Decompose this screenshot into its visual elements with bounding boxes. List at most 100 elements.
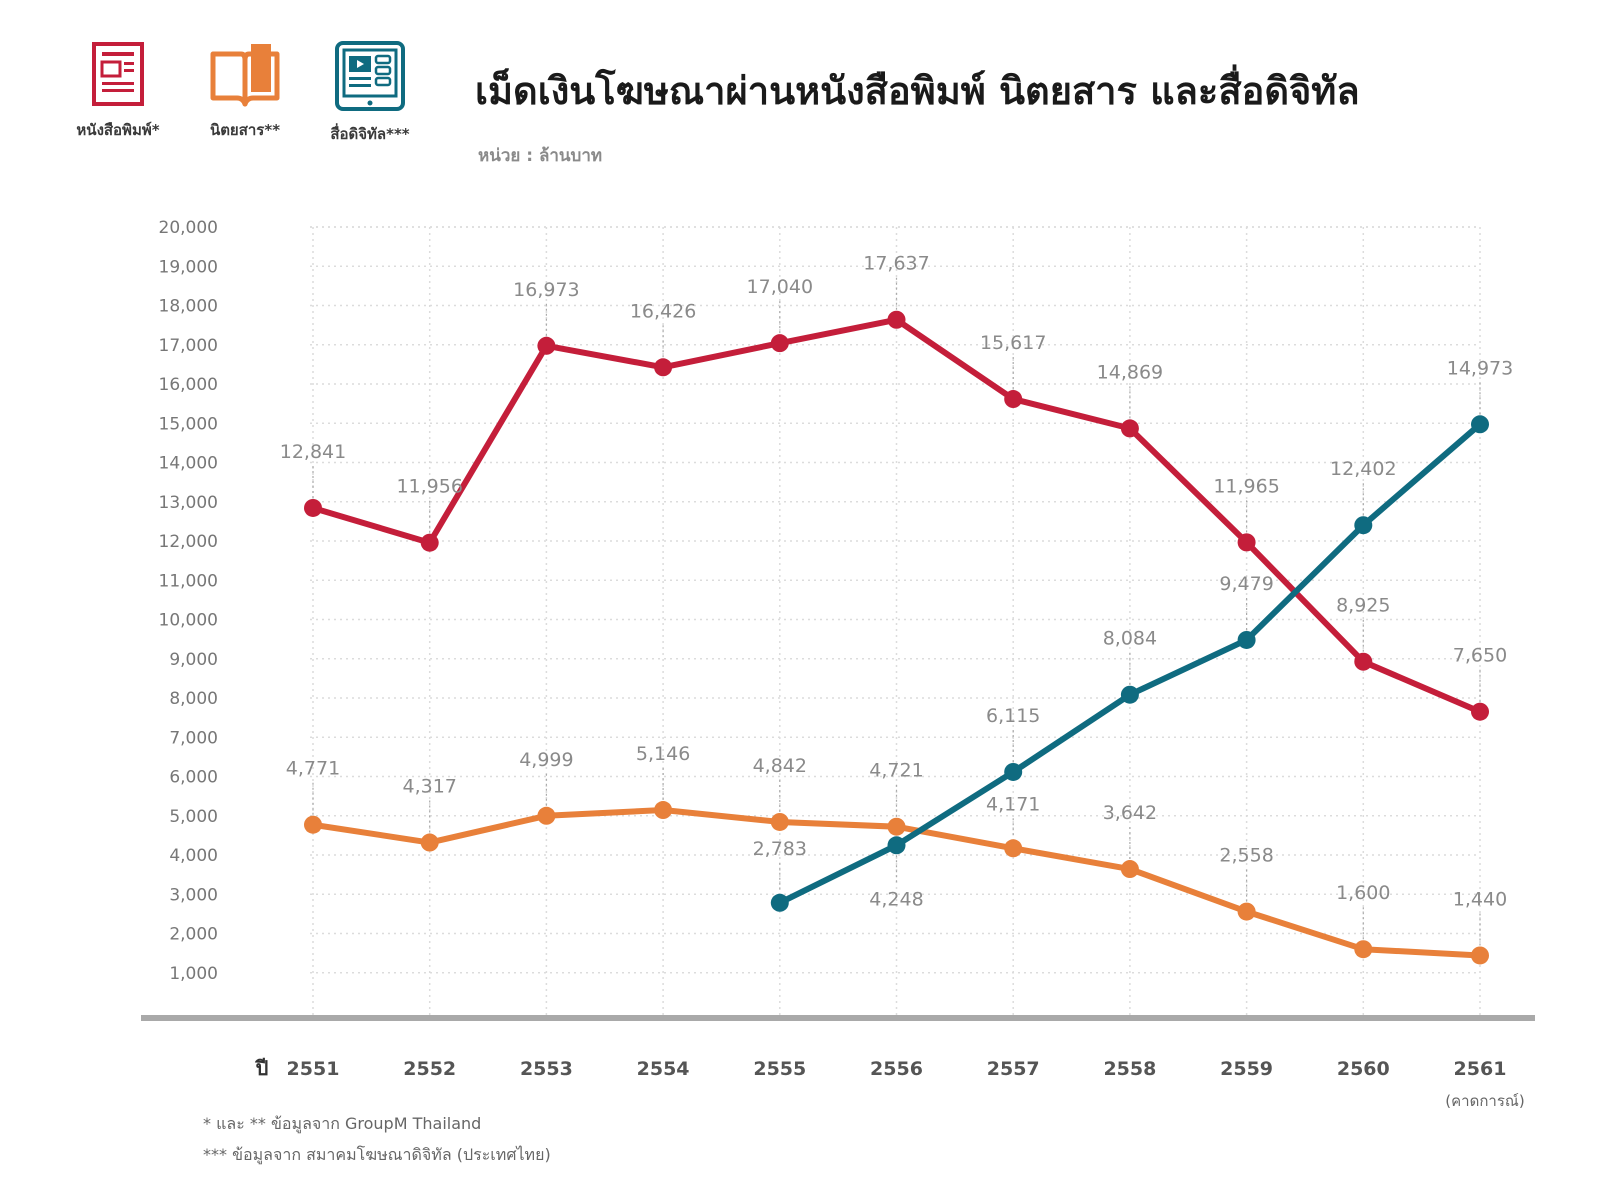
data-label: 9,479 (1219, 573, 1273, 595)
data-point (887, 817, 906, 836)
data-label: 16,973 (513, 279, 579, 301)
data-label: 3,642 (1103, 802, 1157, 824)
legend-label-digital: สื่อดิจิทัล*** (330, 125, 410, 143)
data-label: 14,869 (1097, 361, 1163, 383)
data-point (420, 533, 439, 552)
data-point (1471, 415, 1489, 434)
y-tick-label: 7,000 (169, 728, 218, 748)
y-tick-label: 16,000 (159, 375, 218, 395)
data-label: 6,115 (986, 705, 1040, 727)
y-tick-label: 8,000 (169, 689, 218, 709)
y-tick-label: 1,000 (169, 964, 218, 984)
data-point (1237, 902, 1256, 921)
y-tick-label: 5,000 (169, 807, 218, 827)
data-point (537, 336, 556, 355)
footnote-daat: *** ข้อมูลจาก สมาคมโฆษณาดิจิทัล (ประเทศไ… (203, 1145, 551, 1164)
data-point (1237, 630, 1256, 649)
data-label: 4,317 (402, 776, 456, 798)
data-label: 4,771 (286, 758, 340, 780)
digital-media-icon (335, 41, 405, 111)
data-point (1004, 390, 1023, 409)
data-point (1354, 940, 1373, 959)
magazine-icon (210, 44, 280, 107)
x-axis-label: ปี (254, 1056, 268, 1080)
data-point (1004, 762, 1023, 781)
page-title: เม็ดเงินโฆษณาผ่านหนังสือพิมพ์ นิตยสาร แล… (475, 69, 1360, 113)
y-tick-label: 9,000 (169, 650, 218, 670)
y-tick-label: 6,000 (169, 768, 218, 788)
data-label: 8,925 (1336, 595, 1390, 617)
data-label: 11,956 (396, 476, 462, 498)
y-tick-label: 3,000 (169, 885, 218, 905)
legend-item-magazine: นิตยสาร** (185, 40, 305, 142)
x-tick-label: 2558 (1103, 1058, 1156, 1080)
y-axis-ticks: 1,000 2,000 3,000 4,000 5,000 6,000 7,000 8,000… (159, 218, 218, 984)
data-point (1354, 516, 1373, 535)
data-point (1354, 652, 1373, 671)
y-tick-label: 20,000 (159, 218, 218, 238)
data-label: 4,248 (869, 888, 923, 910)
data-point (887, 836, 906, 855)
y-tick-label: 13,000 (159, 493, 218, 513)
data-point (304, 498, 322, 517)
data-label: 5,146 (636, 743, 690, 765)
data-point (1471, 702, 1489, 721)
data-label: 4,999 (519, 749, 573, 771)
data-label: 2,558 (1219, 845, 1273, 867)
y-tick-label: 12,000 (159, 532, 218, 552)
legend-label-newspaper: หนังสือพิมพ์* (76, 121, 160, 139)
data-label: 17,040 (747, 276, 813, 298)
data-point (1120, 860, 1139, 879)
legend-item-digital: สื่อดิจิทัล*** (310, 40, 430, 146)
legend-item-newspaper: หนังสือพิมพ์* (58, 40, 178, 142)
y-tick-label: 4,000 (169, 846, 218, 866)
data-point (420, 833, 439, 852)
data-label: 4,842 (753, 755, 807, 777)
x-axis-ticks: 2551 2552 2553 2554 2555 2556 2557 2558 2559 2560… (254, 1056, 1524, 1110)
label-leaders (312, 277, 1481, 946)
data-label: 1,440 (1453, 888, 1507, 910)
y-tick-label: 15,000 (159, 414, 218, 434)
data-label: 4,721 (869, 760, 923, 782)
data-label: 17,637 (863, 253, 929, 275)
data-label: 4,171 (986, 793, 1040, 815)
y-tick-label: 10,000 (159, 611, 218, 631)
x-tick-label: 2552 (403, 1058, 456, 1080)
data-label: 2,783 (753, 838, 807, 860)
x-tick-label: 2561 (1454, 1058, 1507, 1080)
data-label: 11,965 (1213, 475, 1279, 497)
y-tick-label: 19,000 (159, 257, 218, 277)
y-tick-label: 14,000 (159, 454, 218, 474)
data-point (770, 893, 789, 912)
data-label: 16,426 (630, 300, 696, 322)
series-layer (304, 310, 1489, 965)
data-point (1120, 419, 1139, 438)
x-tick-label: 2560 (1337, 1058, 1390, 1080)
data-point (770, 334, 789, 353)
data-point (1004, 839, 1023, 858)
data-point (537, 806, 556, 825)
x-tick-label: 2557 (987, 1058, 1040, 1080)
data-label: 14,973 (1447, 357, 1513, 379)
x-tick-label: 2553 (520, 1058, 573, 1080)
data-point (654, 801, 673, 820)
unit-label: หน่วย : ล้านบาท (478, 146, 603, 166)
forecast-note: (คาดการณ์) (1445, 1092, 1524, 1110)
data-point (1471, 946, 1489, 965)
y-tick-label: 17,000 (159, 336, 218, 356)
data-point (654, 358, 673, 377)
data-point (304, 815, 322, 834)
data-label: 8,084 (1103, 628, 1157, 650)
data-label: 12,841 (280, 441, 346, 463)
y-tick-label: 18,000 (159, 297, 218, 317)
x-tick-label: 2551 (287, 1058, 340, 1080)
x-tick-label: 2555 (753, 1058, 806, 1080)
data-point (1237, 533, 1256, 552)
data-labels: 12,841 11,956 16,973 16,426 17,040 17,637 15,6… (280, 253, 1513, 911)
newspaper-icon (92, 42, 144, 106)
data-label: 15,617 (980, 332, 1046, 354)
y-tick-label: 11,000 (159, 571, 218, 591)
legend-label-magazine: นิตยสาร** (209, 121, 281, 139)
y-tick-label: 2,000 (169, 925, 218, 945)
